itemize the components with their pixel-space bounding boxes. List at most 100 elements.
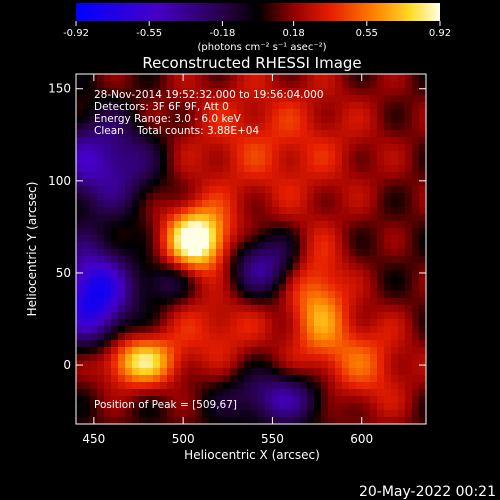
heatmap-cell [76,270,84,278]
heatmap-cell [97,270,105,278]
heatmap-cell [181,130,189,138]
heatmap-cell [216,221,224,229]
heatmap-cell [314,207,322,215]
heatmap-cell [363,256,371,264]
heatmap-cell [391,298,399,306]
heatmap-cell [391,235,399,243]
plot-frame [75,73,427,425]
heatmap-cell [83,319,91,327]
heatmap-cell [90,214,98,222]
heatmap-cell [209,95,217,103]
heatmap-cell [125,263,133,271]
heatmap-cell [118,200,126,208]
heatmap-cell [356,186,364,194]
heatmap-cell [90,207,98,215]
heatmap-cell [146,200,154,208]
heatmap-cell [146,270,154,278]
heatmap-cell [153,165,161,173]
heatmap-cell [76,179,84,187]
heatmap-cell [356,193,364,201]
heatmap-cell [132,95,140,103]
heatmap-cell [391,291,399,299]
heatmap-cell [139,123,147,131]
heatmap-cell [405,270,413,278]
heatmap-cell [272,81,280,89]
heatmap-cell [111,207,119,215]
heatmap-cell [118,347,126,355]
heatmap-cell [174,200,182,208]
heatmap-cell [195,221,203,229]
heatmap-cell [202,116,210,124]
heatmap-cell [272,235,280,243]
heatmap-cell [230,130,238,138]
heatmap-cell [153,368,161,376]
heatmap-cell [90,221,98,229]
heatmap-cell [314,186,322,194]
heatmap-cell [286,298,294,306]
heatmap-cell [76,186,84,194]
heatmap-cell [363,333,371,341]
heatmap-cell [181,193,189,201]
heatmap-cell [377,263,385,271]
heatmap-cell [237,291,245,299]
heatmap-cell [391,214,399,222]
heatmap-cell [167,200,175,208]
heatmap-cell [188,102,196,110]
heatmap-cell [286,109,294,117]
heatmap-cell [279,298,287,306]
heatmap-cell [265,242,273,250]
heatmap-cell [293,228,301,236]
heatmap-cell [181,410,189,418]
heatmap-cell [419,410,426,418]
heatmap-cell [328,130,336,138]
heatmap-cell [286,291,294,299]
heatmap-cell [356,375,364,383]
heatmap-cell [377,403,385,411]
heatmap-cell [111,256,119,264]
heatmap-cell [412,361,420,369]
heatmap-cell [286,284,294,292]
heatmap-cell [97,333,105,341]
heatmap-cell [412,81,420,89]
heatmap-cell [188,256,196,264]
heatmap-cell [188,333,196,341]
heatmap-cell [384,109,392,117]
heatmap-cell [244,256,252,264]
heatmap-cell [76,305,84,313]
heatmap-cell [174,368,182,376]
heatmap-cell [223,179,231,187]
heatmap-cell [419,298,426,306]
heatmap-cell [153,410,161,418]
heatmap-cell [111,242,119,250]
heatmap-cell [223,284,231,292]
heatmap-cell [265,74,273,82]
heatmap-cell [412,116,420,124]
heatmap-cell [300,354,308,362]
heatmap-cell [265,396,273,404]
heatmap-cell [202,95,210,103]
heatmap-cell [104,375,112,383]
heatmap-cell [223,263,231,271]
heatmap-cell [307,403,315,411]
heatmap-cell [377,151,385,159]
heatmap-cell [125,277,133,285]
heatmap-cell [181,95,189,103]
heatmap-cell [83,235,91,243]
heatmap-cell [279,74,287,82]
heatmap-cell [377,333,385,341]
heatmap-cell [139,291,147,299]
heatmap-cell [349,137,357,145]
heatmap-cell [265,277,273,285]
heatmap-cell [167,207,175,215]
heatmap-cell [202,207,210,215]
heatmap-cell [216,88,224,96]
heatmap-cell [216,137,224,145]
heatmap-cell [202,228,210,236]
heatmap-cell [90,382,98,390]
heatmap-cell [342,333,350,341]
heatmap-cell [188,109,196,117]
heatmap-cell [90,200,98,208]
heatmap-cell [279,382,287,390]
heatmap-cell [279,291,287,299]
heatmap-cell [272,305,280,313]
